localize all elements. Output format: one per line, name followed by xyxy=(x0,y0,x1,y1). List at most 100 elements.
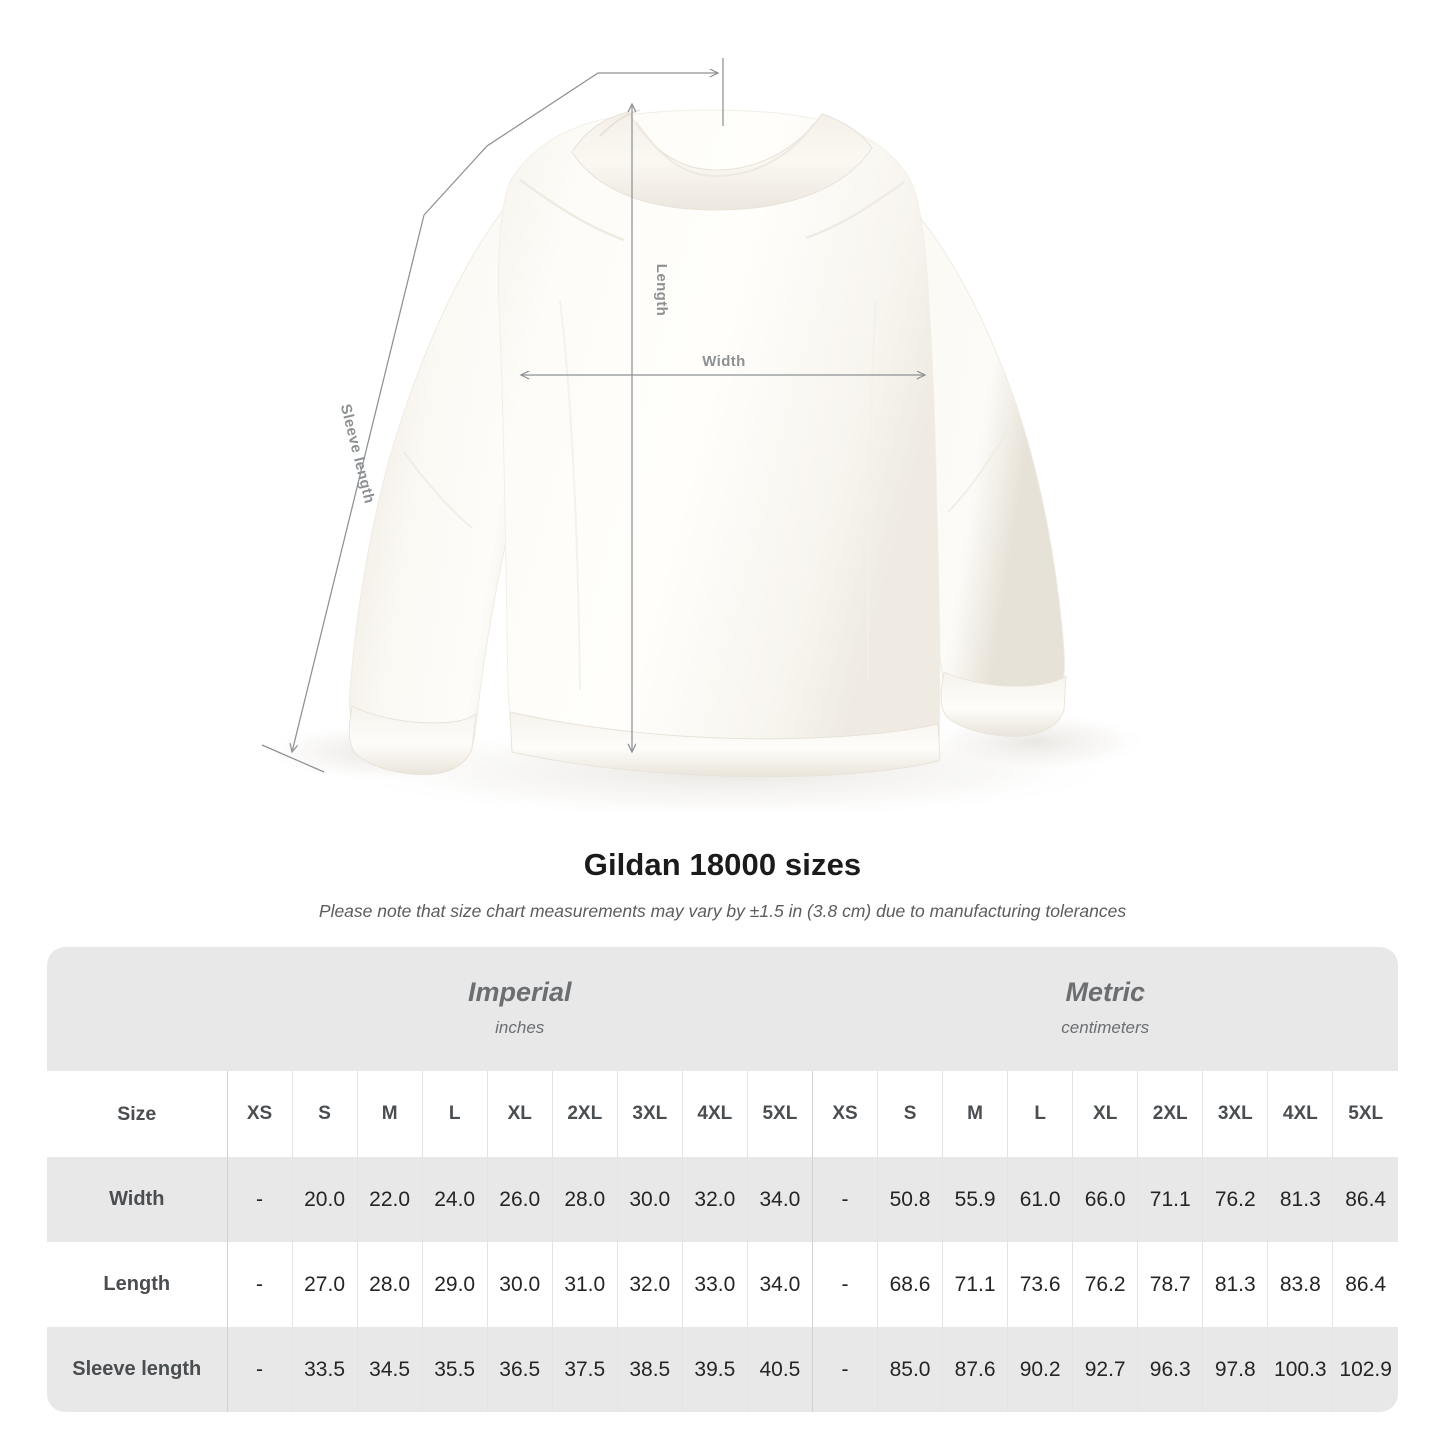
table-row: Sleeve length -33.5 34.5 35.5 36.5 37.5 38.5 39… xyxy=(47,1327,1399,1412)
bottom-hem xyxy=(509,711,941,778)
size-header-imperial-s: S xyxy=(291,1071,358,1157)
table-row: Length -27.0 28.0 29.0 30.0 31.0 32.0 33.0 34.0-… xyxy=(47,1242,1399,1327)
cell-width-metric-xl: 66.0 xyxy=(1072,1157,1138,1242)
collar-left-edge xyxy=(599,109,641,137)
size-header-metric-5xl: 5XL xyxy=(1332,1071,1399,1157)
imperial-header-cell: Imperial inches xyxy=(227,947,813,1071)
cell-length-imperial-l: 29.0 xyxy=(421,1242,488,1327)
cell-width-imperial-xl: 26.0 xyxy=(486,1157,553,1242)
cell-width-metric-s: 50.8 xyxy=(877,1157,943,1242)
cell-length-metric-xl: 76.2 xyxy=(1072,1242,1138,1327)
banner-corner-spacer xyxy=(47,947,227,1071)
left-cuff xyxy=(348,705,477,775)
cell-length-metric-xs: - xyxy=(811,1242,878,1327)
size-header-row: Size XS S M L XL 2XL 3XL 4XL 5XL XS S M L XL 2XL 3XL 4XL 5… xyxy=(47,1071,1399,1157)
unit-system-banner-row: Imperial inches Metric centimeters xyxy=(47,947,1399,1071)
sleeve-length-dimension-arrow xyxy=(292,214,425,752)
tolerance-note: Please note that size chart measurements… xyxy=(318,901,1127,921)
cell-sleeve-length-imperial-xl: 36.5 xyxy=(486,1327,553,1412)
metric-header-cell: Metric centimeters xyxy=(812,947,1399,1071)
cell-sleeve-length-imperial-5xl: 40.5 xyxy=(746,1327,813,1412)
cell-width-metric-xs: - xyxy=(811,1157,878,1242)
cell-length-metric-4xl: 83.8 xyxy=(1267,1242,1333,1327)
cell-length-imperial-2xl: 31.0 xyxy=(551,1242,618,1327)
collar xyxy=(571,111,873,211)
cell-sleeve-length-imperial-l: 35.5 xyxy=(421,1327,488,1412)
sweatshirt-shape xyxy=(348,109,1067,778)
sleeve-end-tick xyxy=(261,744,325,773)
fabric-fold-right xyxy=(867,299,877,681)
imperial-unit-sublabel: inches xyxy=(495,1018,545,1037)
cell-width-imperial-m: 22.0 xyxy=(356,1157,423,1242)
cell-width-metric-l: 61.0 xyxy=(1007,1157,1073,1242)
imperial-unit-name: Imperial xyxy=(467,977,572,1007)
size-header-imperial-l: L xyxy=(421,1071,488,1157)
size-header-imperial-xl: XL xyxy=(486,1071,553,1157)
cell-length-imperial-xl: 30.0 xyxy=(486,1242,553,1327)
cell-width-imperial-5xl: 34.0 xyxy=(746,1157,813,1242)
cell-sleeve-length-imperial-s: 33.5 xyxy=(291,1327,358,1412)
size-header-imperial-m: M xyxy=(356,1071,423,1157)
size-header-imperial-3xl: 3XL xyxy=(616,1071,683,1157)
table-row: Width -20.0 22.0 24.0 26.0 28.0 30.0 32.0 34.0-5… xyxy=(47,1157,1399,1242)
cell-length-metric-l: 73.6 xyxy=(1007,1242,1073,1327)
collar-inner-line xyxy=(635,121,815,178)
size-header-metric-m: M xyxy=(942,1071,1008,1157)
size-header-metric-s: S xyxy=(877,1071,943,1157)
cell-width-metric-2xl: 71.1 xyxy=(1137,1157,1203,1242)
cell-width-imperial-s: 20.0 xyxy=(291,1157,358,1242)
cell-width-imperial-l: 24.0 xyxy=(421,1157,488,1242)
cell-length-imperial-xs: - xyxy=(226,1242,293,1327)
fabric-fold-left xyxy=(559,299,581,691)
sleeve-leader-line xyxy=(423,73,718,216)
cell-length-imperial-m: 28.0 xyxy=(356,1242,423,1327)
size-header-imperial-5xl: 5XL xyxy=(746,1071,813,1157)
cell-sleeve-length-metric-5xl: 102.9 xyxy=(1332,1327,1399,1412)
cell-sleeve-length-imperial-2xl: 37.5 xyxy=(551,1327,618,1412)
metric-unit-name: Metric xyxy=(1065,977,1145,1007)
cell-width-metric-3xl: 76.2 xyxy=(1202,1157,1268,1242)
cell-length-metric-2xl: 78.7 xyxy=(1137,1242,1203,1327)
size-header-imperial-2xl: 2XL xyxy=(551,1071,618,1157)
cell-length-imperial-s: 27.0 xyxy=(291,1242,358,1327)
cell-sleeve-length-metric-xs: - xyxy=(811,1327,878,1412)
cell-sleeve-length-imperial-m: 34.5 xyxy=(356,1327,423,1412)
right-shoulder-seam xyxy=(805,181,905,240)
cell-width-imperial-2xl: 28.0 xyxy=(551,1157,618,1242)
size-header-imperial-xs: XS xyxy=(226,1071,293,1157)
row-label-sleeve-length: Sleeve length xyxy=(47,1327,227,1412)
sleeve-length-label: Sleeve length xyxy=(337,402,378,505)
size-header-metric-2xl: 2XL xyxy=(1137,1071,1203,1157)
size-header-metric-l: L xyxy=(1007,1071,1073,1157)
cell-width-metric-m: 55.9 xyxy=(942,1157,1008,1242)
size-header-metric-3xl: 3XL xyxy=(1202,1071,1268,1157)
cell-length-imperial-5xl: 34.0 xyxy=(746,1242,813,1327)
size-chart-table: Imperial inches Metric centimeters Size XS S M L… xyxy=(47,947,1399,1412)
cell-length-imperial-4xl: 33.0 xyxy=(681,1242,748,1327)
sleeve-fold-left xyxy=(403,451,473,529)
cell-sleeve-length-imperial-4xl: 39.5 xyxy=(681,1327,748,1412)
left-shoulder-seam xyxy=(519,179,625,242)
cell-sleeve-length-metric-3xl: 97.8 xyxy=(1202,1327,1268,1412)
metric-unit-sublabel: centimeters xyxy=(1061,1018,1150,1037)
size-header-metric-4xl: 4XL xyxy=(1267,1071,1333,1157)
garment-illustration-area: Length Width Sleeve length xyxy=(260,58,1150,820)
row-label-width: Width xyxy=(47,1157,227,1242)
cell-sleeve-length-metric-4xl: 100.3 xyxy=(1267,1327,1333,1412)
cell-length-metric-m: 71.1 xyxy=(942,1242,1008,1327)
cell-sleeve-length-metric-2xl: 96.3 xyxy=(1137,1327,1203,1412)
row-label-length: Length xyxy=(47,1242,227,1327)
right-cuff xyxy=(940,671,1067,737)
size-chart-table-wrapper: Imperial inches Metric centimeters Size XS S M L… xyxy=(47,947,1399,1412)
cell-width-imperial-4xl: 32.0 xyxy=(681,1157,748,1242)
cell-width-imperial-3xl: 30.0 xyxy=(616,1157,683,1242)
cell-width-metric-4xl: 81.3 xyxy=(1267,1157,1333,1242)
sweatshirt-measurement-diagram: Length Width Sleeve length xyxy=(260,58,1150,820)
size-header-metric-xl: XL xyxy=(1072,1071,1138,1157)
length-label: Length xyxy=(653,264,670,316)
cell-length-metric-5xl: 86.4 xyxy=(1332,1242,1399,1327)
size-header-imperial-4xl: 4XL xyxy=(681,1071,748,1157)
title-block: Gildan 18000 sizes Please note that size… xyxy=(0,845,1445,923)
cell-length-metric-3xl: 81.3 xyxy=(1202,1242,1268,1327)
cell-width-imperial-xs: - xyxy=(226,1157,293,1242)
